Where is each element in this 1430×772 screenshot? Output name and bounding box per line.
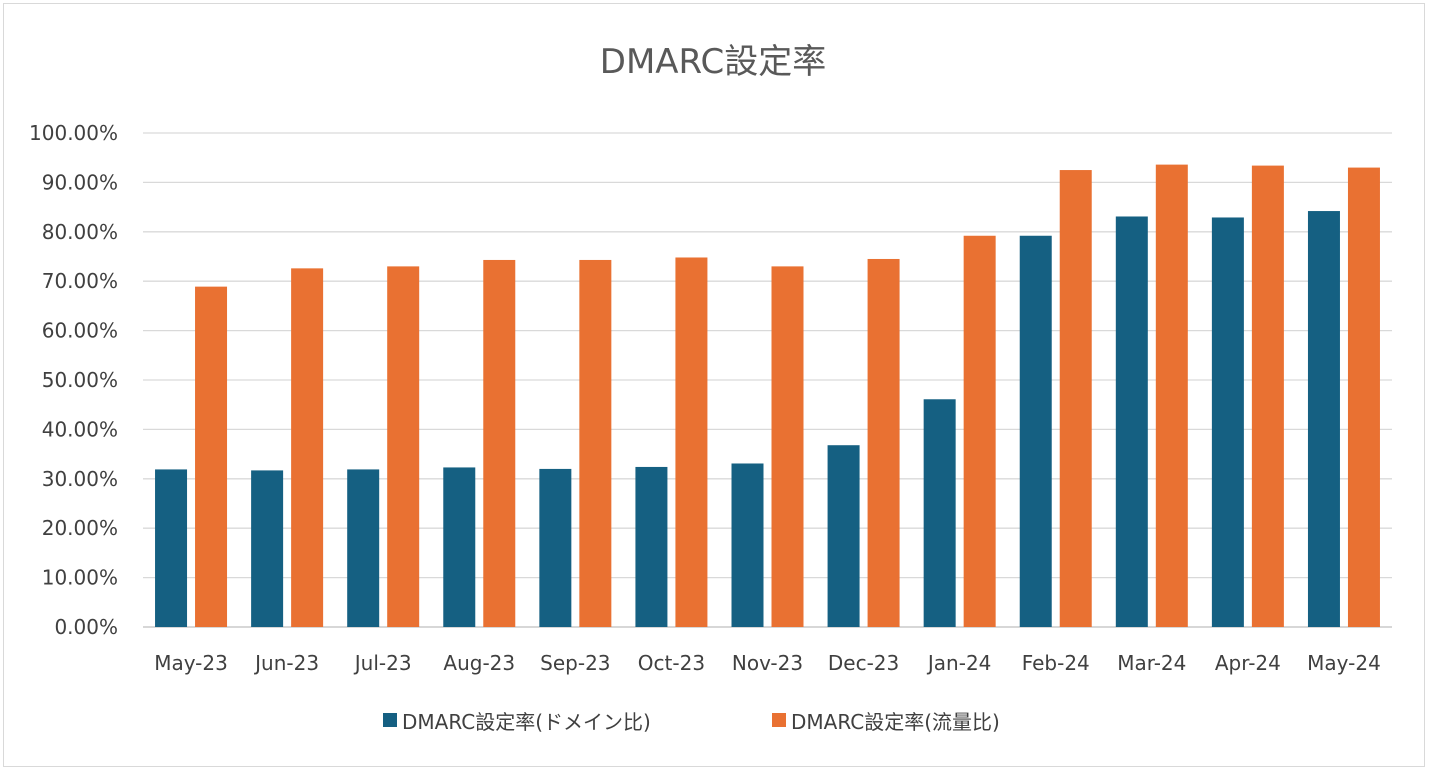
x-tick-label: Jan-24: [926, 651, 992, 675]
x-tick-label: Mar-24: [1117, 651, 1186, 675]
y-tick-label: 60.00%: [42, 319, 118, 343]
x-tick-label: Apr-24: [1215, 651, 1281, 675]
bar-volume: [675, 257, 708, 627]
x-tick-label: May-24: [1307, 651, 1381, 675]
x-tick-label: Jul-23: [353, 651, 412, 675]
bars: [155, 164, 1380, 628]
bar-domain: [1211, 217, 1244, 627]
y-tick-label: 90.00%: [42, 170, 118, 194]
y-tick-label: 80.00%: [42, 220, 118, 244]
bar-domain: [443, 467, 476, 627]
x-tick-label: Aug-23: [443, 651, 515, 675]
y-tick-label: 40.00%: [42, 417, 118, 441]
chart-title: DMARC設定率: [600, 42, 826, 82]
bar-volume: [195, 286, 228, 627]
bar-volume: [1347, 167, 1380, 627]
legend-label: DMARC設定率(流量比): [791, 710, 1000, 734]
legend-swatch: [772, 713, 786, 727]
legend-label: DMARC設定率(ドメイン比): [402, 710, 651, 734]
bar-domain: [923, 399, 956, 627]
bar-domain: [539, 468, 572, 627]
legend: DMARC設定率(ドメイン比) DMARC設定率(流量比): [383, 710, 1000, 734]
bar-domain: [827, 445, 860, 627]
bar-volume: [867, 258, 900, 627]
bar-volume: [483, 259, 516, 627]
bar-volume: [387, 266, 420, 627]
bar-domain: [635, 466, 668, 627]
bar-volume: [1155, 164, 1188, 627]
y-axis-ticks: 0.00% 10.00% 20.00% 30.00% 40.00% 50.00% 60.00…: [29, 121, 118, 639]
y-tick-label: 100.00%: [29, 121, 118, 145]
y-tick-label: 70.00%: [42, 269, 118, 293]
x-tick-label: Oct-23: [638, 651, 705, 675]
x-tick-label: Sep-23: [540, 651, 610, 675]
x-axis-ticks: May-23 Jun-23 Jul-23 Aug-23 Sep-23 Oct-23 Nov-…: [154, 651, 1381, 675]
bar-volume: [771, 266, 804, 627]
bar-volume: [579, 259, 612, 627]
bar-domain: [1307, 211, 1340, 627]
legend-swatch: [383, 713, 397, 727]
x-tick-label: Nov-23: [732, 651, 803, 675]
x-tick-label: Dec-23: [828, 651, 899, 675]
y-tick-label: 20.00%: [42, 516, 118, 540]
y-tick-label: 30.00%: [42, 467, 118, 491]
x-tick-label: May-23: [154, 651, 228, 675]
x-tick-label: Jun-23: [253, 651, 319, 675]
gridlines: [143, 132, 1392, 628]
bar-volume: [291, 268, 324, 627]
y-tick-label: 10.00%: [42, 566, 118, 590]
bar-domain: [251, 470, 284, 627]
bar-domain: [1019, 235, 1052, 627]
bar-domain: [731, 463, 764, 627]
bar-domain: [347, 469, 380, 627]
y-tick-label: 50.00%: [42, 368, 118, 392]
bar-domain: [155, 469, 188, 627]
bar-volume: [963, 235, 996, 627]
x-tick-label: Feb-24: [1022, 651, 1090, 675]
bar-domain: [1115, 216, 1148, 627]
bar-volume: [1059, 170, 1092, 628]
chart-frame: [3, 3, 1425, 767]
y-tick-label: 0.00%: [54, 615, 118, 639]
bar-volume: [1251, 165, 1284, 627]
